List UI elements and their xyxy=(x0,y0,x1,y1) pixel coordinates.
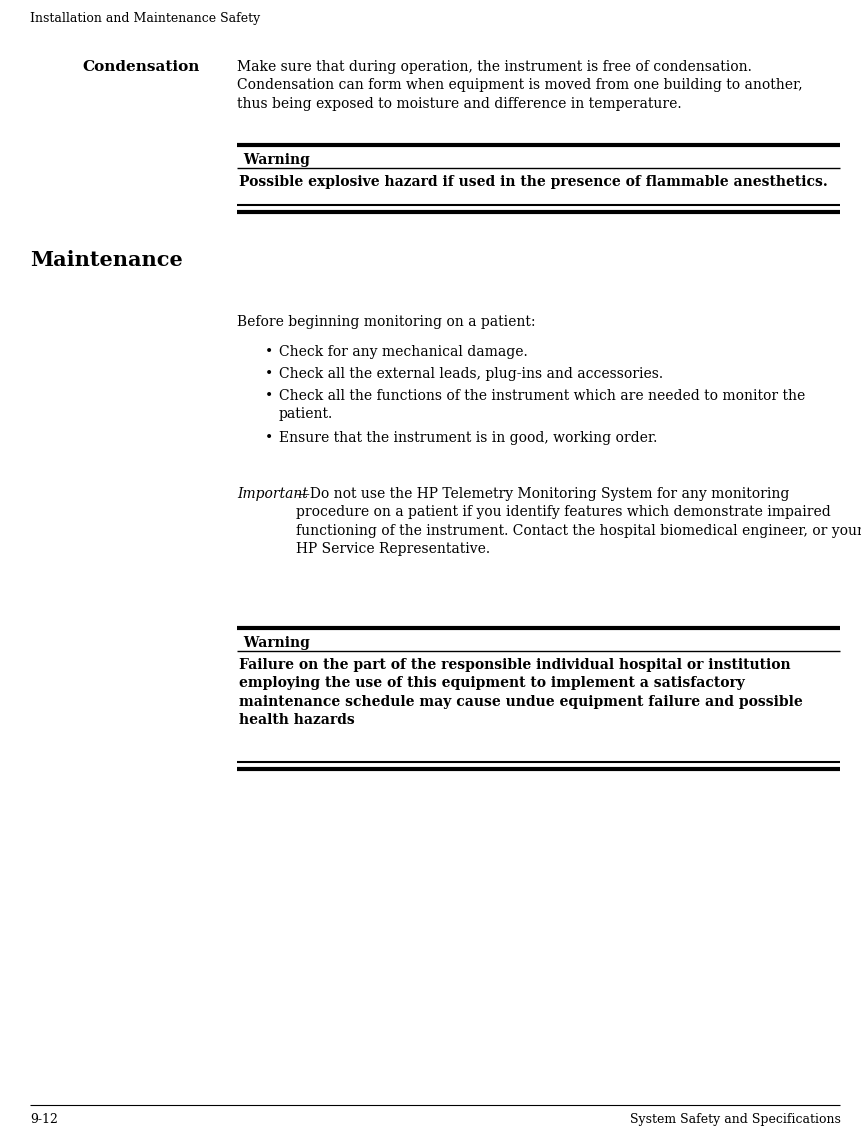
Text: Ensure that the instrument is in good, working order.: Ensure that the instrument is in good, w… xyxy=(279,431,657,445)
Text: 9-12: 9-12 xyxy=(30,1113,58,1126)
Text: Check all the external leads, plug-ins and accessories.: Check all the external leads, plug-ins a… xyxy=(279,367,662,381)
Text: •: • xyxy=(264,389,273,403)
Text: •: • xyxy=(264,431,273,445)
Text: —Do not use the HP Telemetry Monitoring System for any monitoring
procedure on a: —Do not use the HP Telemetry Monitoring … xyxy=(295,487,861,557)
Text: Check all the functions of the instrument which are needed to monitor the
patien: Check all the functions of the instrumen… xyxy=(279,389,804,422)
Text: •: • xyxy=(264,367,273,381)
Text: System Safety and Specifications: System Safety and Specifications xyxy=(629,1113,839,1126)
Text: Check for any mechanical damage.: Check for any mechanical damage. xyxy=(279,345,527,359)
Text: Possible explosive hazard if used in the presence of flammable anesthetics.: Possible explosive hazard if used in the… xyxy=(238,175,827,189)
Text: •: • xyxy=(264,345,273,359)
Text: Maintenance: Maintenance xyxy=(30,250,183,270)
Text: Warning: Warning xyxy=(238,636,310,650)
Text: Failure on the part of the responsible individual hospital or institution
employ: Failure on the part of the responsible i… xyxy=(238,658,802,727)
Text: Installation and Maintenance Safety: Installation and Maintenance Safety xyxy=(30,11,260,25)
Text: Make sure that during operation, the instrument is free of condensation.
Condens: Make sure that during operation, the ins… xyxy=(237,59,802,111)
Text: Before beginning monitoring on a patient:: Before beginning monitoring on a patient… xyxy=(237,315,535,329)
Text: Important: Important xyxy=(237,487,307,501)
Text: Warning: Warning xyxy=(238,153,310,167)
Text: Condensation: Condensation xyxy=(82,59,199,74)
